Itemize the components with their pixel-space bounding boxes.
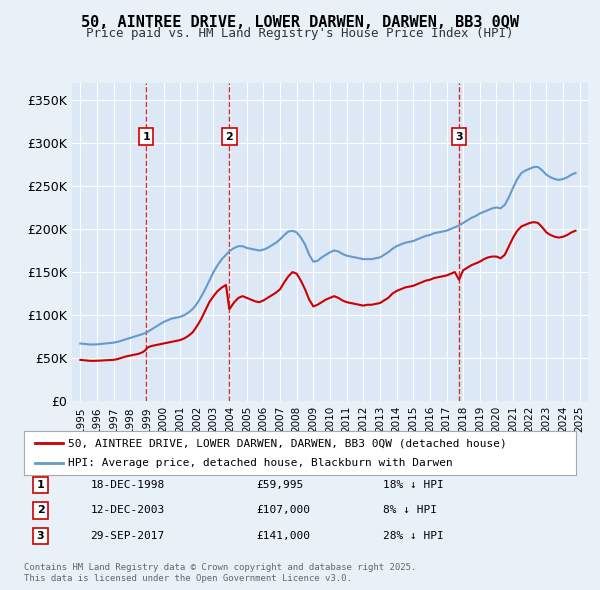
Text: £107,000: £107,000	[256, 506, 310, 516]
Text: 18-DEC-1998: 18-DEC-1998	[90, 480, 164, 490]
Text: 3: 3	[455, 132, 463, 142]
Text: 50, AINTREE DRIVE, LOWER DARWEN, DARWEN, BB3 0QW: 50, AINTREE DRIVE, LOWER DARWEN, DARWEN,…	[81, 15, 519, 30]
Text: 28% ↓ HPI: 28% ↓ HPI	[383, 531, 443, 541]
Text: 29-SEP-2017: 29-SEP-2017	[90, 531, 164, 541]
Text: 18% ↓ HPI: 18% ↓ HPI	[383, 480, 443, 490]
Text: £141,000: £141,000	[256, 531, 310, 541]
Text: Price paid vs. HM Land Registry's House Price Index (HPI): Price paid vs. HM Land Registry's House …	[86, 27, 514, 40]
Text: 1: 1	[37, 480, 44, 490]
Text: £59,995: £59,995	[256, 480, 303, 490]
Text: 2: 2	[226, 132, 233, 142]
Text: Contains HM Land Registry data © Crown copyright and database right 2025.
This d: Contains HM Land Registry data © Crown c…	[24, 563, 416, 583]
Text: 50, AINTREE DRIVE, LOWER DARWEN, DARWEN, BB3 0QW (detached house): 50, AINTREE DRIVE, LOWER DARWEN, DARWEN,…	[68, 438, 507, 448]
Text: 3: 3	[37, 531, 44, 541]
Text: 1: 1	[142, 132, 150, 142]
Text: 2: 2	[37, 506, 44, 516]
Text: 12-DEC-2003: 12-DEC-2003	[90, 506, 164, 516]
Text: HPI: Average price, detached house, Blackburn with Darwen: HPI: Average price, detached house, Blac…	[68, 458, 453, 467]
Text: 8% ↓ HPI: 8% ↓ HPI	[383, 506, 437, 516]
